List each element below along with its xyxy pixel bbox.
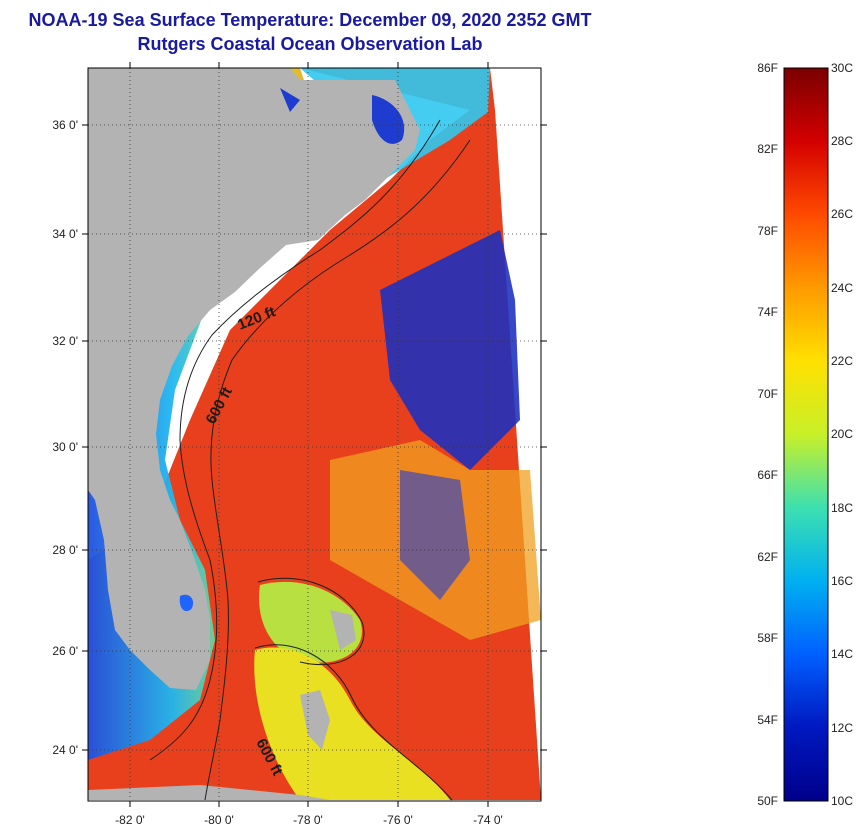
colorbar-label-c: 30C: [831, 61, 854, 75]
map-image: [88, 68, 541, 801]
bahamas-bank: [259, 581, 362, 663]
colorbar-label-f: 70F: [757, 387, 778, 401]
lon-tick-label: -82 0': [115, 813, 145, 827]
lat-tick-label: 26 0': [52, 644, 78, 658]
map-frame: [87, 67, 542, 802]
colorbar-label-c: 12C: [831, 721, 854, 735]
land-bahamas: [300, 690, 330, 750]
colorbar-label-c: 10C: [831, 794, 854, 808]
mixed-water-region: [400, 470, 470, 600]
map-subtitle: Rutgers Coastal Ocean Observation Lab: [137, 34, 483, 54]
lat-tick-label: 32 0': [52, 334, 78, 348]
colorbar-label-c: 24C: [831, 281, 854, 295]
lon-tick-label: -80 0': [204, 813, 234, 827]
colorbar: [783, 67, 829, 802]
bahamas-bank: [254, 647, 450, 800]
cold-water-region: [380, 230, 520, 470]
land-bahamas: [330, 610, 356, 650]
colorbar-label-c: 18C: [831, 501, 854, 515]
lon-tick-label: -78 0': [293, 813, 323, 827]
colorbar-label-c: 22C: [831, 354, 854, 368]
colorbar-label-c: 28C: [831, 134, 854, 148]
lake-okeechobee: [179, 594, 194, 612]
colorbar-label-f: 62F: [757, 550, 778, 564]
land-us-southeast: [88, 68, 420, 690]
colorbar-label-f: 50F: [757, 794, 778, 808]
colorbar-label-c: 20C: [831, 427, 854, 441]
river: [280, 88, 300, 112]
tick-marks: [82, 62, 547, 807]
colorbar-label-f: 54F: [757, 713, 778, 727]
contour-600ft-bahamas: [254, 577, 453, 801]
land-cuba: [88, 785, 330, 800]
lat-tick-label: 24 0': [52, 743, 78, 757]
lat-tick-label: 34 0': [52, 227, 78, 241]
colorbar-label-c: 16C: [831, 574, 854, 588]
colorbar-label-f: 82F: [757, 142, 778, 156]
colorbar-label-f: 74F: [757, 305, 778, 319]
contour-600ft: [204, 139, 471, 801]
colorbar-label-f: 66F: [757, 468, 778, 482]
lat-tick-label: 28 0': [52, 543, 78, 557]
colorbar-label-c: 26C: [831, 207, 854, 221]
colorbar-label-f: 78F: [757, 224, 778, 238]
contour-120ft: [149, 119, 441, 761]
lat-tick-label: 36 0': [52, 118, 78, 132]
pamlico-sound: [372, 95, 405, 144]
lon-tick-label: -76 0': [383, 813, 413, 827]
colorbar-label-f: 86F: [757, 61, 778, 75]
colorbar-label-c: 14C: [831, 647, 854, 661]
colorbar-label-f: 58F: [757, 631, 778, 645]
lat-tick-label: 30 0': [52, 440, 78, 454]
lon-tick-label: -74 0': [473, 813, 503, 827]
map-title: NOAA-19 Sea Surface Temperature: Decembe…: [28, 10, 592, 30]
